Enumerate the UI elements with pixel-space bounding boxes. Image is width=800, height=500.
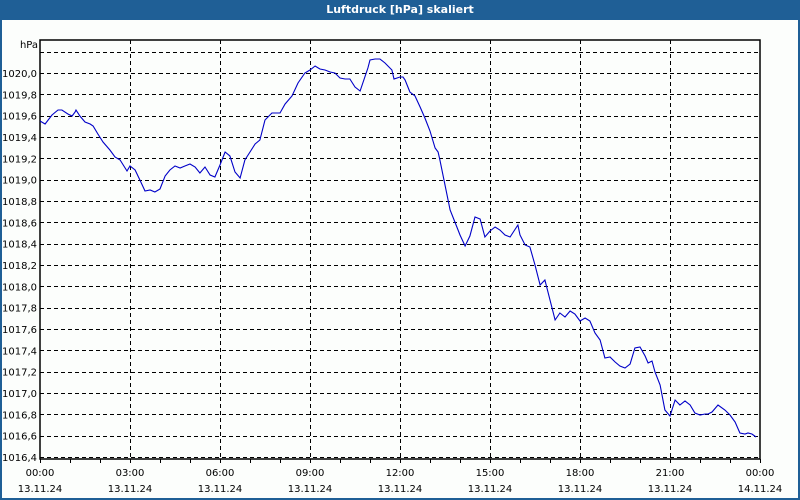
grid-lines bbox=[40, 40, 760, 459]
y-tick-label: 1018,0 bbox=[2, 282, 37, 293]
pressure-series-line bbox=[39, 58, 757, 438]
x-tick-time: 00:00 bbox=[746, 468, 775, 479]
x-axis-ticks: 00:00 13.11.24 03:00 13.11.24 06:00 13.11.24 0… bbox=[18, 459, 783, 495]
x-tick-date: 13.11.24 bbox=[108, 484, 153, 495]
y-tick-label: 1019,8 bbox=[2, 90, 37, 101]
y-tick-label: 1019,4 bbox=[2, 133, 37, 144]
y-axis-ticks: 1016,4 1016,6 1016,8 1017,0 1017,2 1017,4 1017… bbox=[2, 69, 37, 464]
x-tick-date: 13.11.24 bbox=[288, 484, 333, 495]
y-tick-label: 1017,2 bbox=[2, 368, 37, 379]
plot-frame bbox=[39, 39, 761, 460]
y-axis-unit-label: hPa bbox=[20, 40, 38, 51]
y-tick-label: 1019,6 bbox=[2, 112, 37, 123]
x-tick-date: 13.11.24 bbox=[378, 484, 423, 495]
y-tick-label: 1016,4 bbox=[2, 453, 37, 464]
x-tick-date: 14.11.24 bbox=[738, 484, 783, 495]
x-tick-time: 21:00 bbox=[656, 468, 685, 479]
chart-title: Luftdruck [hPa] skaliert bbox=[0, 0, 800, 20]
y-tick-label: 1017,6 bbox=[2, 325, 37, 336]
x-tick-time: 00:00 bbox=[26, 468, 55, 479]
y-tick-label: 1017,4 bbox=[2, 346, 37, 357]
x-tick-date: 13.11.24 bbox=[468, 484, 513, 495]
y-tick-label: 1019,2 bbox=[2, 154, 37, 165]
y-tick-label: 1017,8 bbox=[2, 304, 37, 315]
y-tick-label: 1016,6 bbox=[2, 432, 37, 443]
y-tick-label: 1016,8 bbox=[2, 410, 37, 421]
x-tick-date: 13.11.24 bbox=[648, 484, 693, 495]
y-tick-label: 1019,0 bbox=[2, 176, 37, 187]
x-tick-time: 06:00 bbox=[206, 468, 235, 479]
y-tick-label: 1017,0 bbox=[2, 389, 37, 400]
x-tick-date: 13.11.24 bbox=[558, 484, 603, 495]
x-tick-time: 15:00 bbox=[476, 468, 505, 479]
x-tick-date: 13.11.24 bbox=[18, 484, 63, 495]
y-tick-label: 1018,6 bbox=[2, 218, 37, 229]
y-tick-label: 1018,2 bbox=[2, 261, 37, 272]
x-tick-time: 09:00 bbox=[296, 468, 325, 479]
y-tick-label: 1018,8 bbox=[2, 197, 37, 208]
x-tick-time: 03:00 bbox=[116, 468, 145, 479]
y-tick-label: 1018,4 bbox=[2, 240, 37, 251]
x-tick-time: 12:00 bbox=[386, 468, 415, 479]
x-tick-date: 13.11.24 bbox=[198, 484, 243, 495]
y-tick-label: 1020,0 bbox=[2, 69, 37, 80]
x-tick-time: 18:00 bbox=[566, 468, 595, 479]
